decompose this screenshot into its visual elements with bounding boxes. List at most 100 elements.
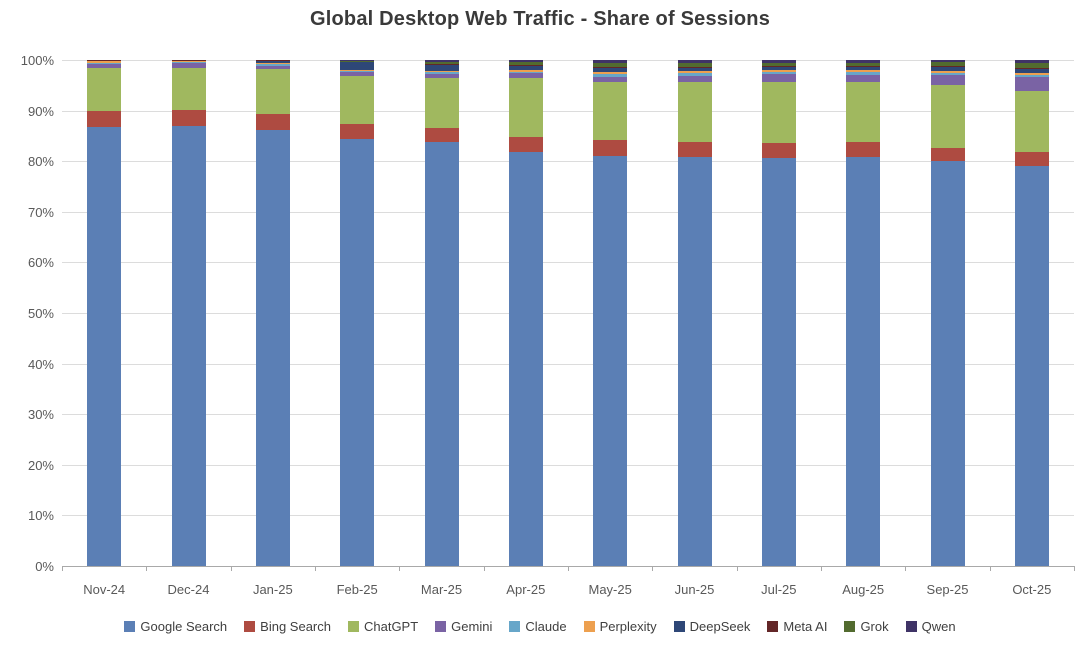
bar-segment-gemini-jun-25 bbox=[677, 75, 712, 82]
x-tick-label-sep-25: Sep-25 bbox=[926, 582, 969, 597]
bar-segment-chatgpt-feb-25 bbox=[340, 76, 375, 124]
gridline-40 bbox=[62, 363, 1074, 365]
bar-segment-google-search-may-25 bbox=[593, 155, 628, 566]
gridline-70 bbox=[62, 211, 1074, 213]
legend-swatch-gemini bbox=[435, 621, 447, 632]
bar-segment-perplexity-sep-25 bbox=[930, 71, 965, 73]
bar-segment-chatgpt-jan-25 bbox=[255, 69, 290, 114]
bar-segment-perplexity-jul-25 bbox=[761, 70, 796, 73]
legend-item-claude: Claude bbox=[509, 619, 567, 634]
x-axis-tick bbox=[652, 566, 654, 571]
legend-label-claude: Claude bbox=[525, 619, 567, 634]
x-axis-tick bbox=[483, 566, 485, 571]
x-tick-label-nov-24: Nov-24 bbox=[83, 582, 126, 597]
gridline-90 bbox=[62, 110, 1074, 112]
bar-segment-google-search-aug-25 bbox=[846, 156, 881, 566]
bar-segment-gemini-jan-25 bbox=[255, 65, 290, 70]
bar-segment-claude-dec-24 bbox=[171, 62, 206, 64]
bar-segment-qwen-jul-25 bbox=[761, 60, 796, 63]
gridline-100 bbox=[62, 60, 1074, 61]
gridline-50 bbox=[62, 313, 1074, 314]
y-tick-label-40: 40% bbox=[27, 356, 54, 372]
bar-segment-meta-ai-jul-25 bbox=[761, 66, 796, 68]
x-tick-label-jun-25: Jun-25 bbox=[674, 582, 715, 597]
bar-segment-meta-ai-feb-25 bbox=[340, 61, 375, 62]
bar-segment-chatgpt-aug-25 bbox=[846, 82, 881, 143]
bar-segment-deepseek-may-25 bbox=[593, 67, 628, 73]
bar-segment-qwen-oct-25 bbox=[1014, 60, 1049, 64]
bar-segment-grok-apr-25 bbox=[508, 61, 543, 65]
x-axis-tick bbox=[399, 566, 401, 571]
legend-swatch-deepseek bbox=[673, 621, 685, 632]
x-tick-label-mar-25: Mar-25 bbox=[420, 582, 463, 597]
x-axis-tick bbox=[736, 566, 738, 571]
x-tick-label-apr-25: Apr-25 bbox=[506, 582, 546, 597]
bar-segment-google-search-jan-25 bbox=[255, 129, 290, 566]
bar-segment-chatgpt-sep-25 bbox=[930, 85, 965, 148]
bar-segment-gemini-dec-24 bbox=[171, 63, 206, 68]
bar-segment-deepseek-mar-25 bbox=[424, 64, 459, 71]
bar-segment-gemini-feb-25 bbox=[340, 72, 375, 77]
bar-segment-grok-jun-25 bbox=[677, 63, 712, 67]
legend-label-chatgpt: ChatGPT bbox=[363, 619, 419, 634]
x-tick-label-may-25: May-25 bbox=[588, 582, 632, 597]
legend-swatch-perplexity bbox=[583, 621, 595, 632]
gridline-20 bbox=[62, 464, 1074, 466]
y-tick-label-30: 30% bbox=[27, 407, 54, 423]
legend-label-deepseek: DeepSeek bbox=[689, 619, 751, 634]
bar-segment-deepseek-jun-25 bbox=[677, 67, 712, 72]
bar-segment-meta-ai-aug-25 bbox=[846, 66, 881, 68]
bar-segment-claude-nov-24 bbox=[87, 62, 122, 64]
bar-segment-qwen-aug-25 bbox=[846, 60, 881, 63]
bar-segment-chatgpt-oct-25 bbox=[1014, 91, 1049, 152]
x-tick-label-jul-25: Jul-25 bbox=[761, 582, 797, 597]
x-tick-label-jan-25: Jan-25 bbox=[252, 582, 293, 597]
chart-title: Global Desktop Web Traffic - Share of Se… bbox=[309, 8, 771, 30]
y-tick-label-70: 70% bbox=[27, 204, 54, 220]
bar-segment-bing-search-aug-25 bbox=[846, 142, 881, 157]
legend-item-google-search: Google Search bbox=[124, 619, 227, 634]
x-axis-tick bbox=[905, 566, 907, 571]
bar-segment-bing-search-may-25 bbox=[593, 140, 628, 156]
bar-segment-claude-jun-25 bbox=[677, 73, 712, 76]
bar-segment-qwen-feb-25 bbox=[340, 60, 375, 61]
bar-segment-claude-jan-25 bbox=[255, 64, 290, 66]
legend-item-gemini: Gemini bbox=[435, 619, 492, 634]
bar-segment-chatgpt-apr-25 bbox=[508, 78, 543, 137]
bar-segment-claude-oct-25 bbox=[1014, 75, 1049, 78]
y-tick-label-80: 80% bbox=[27, 154, 54, 170]
gridline-60 bbox=[62, 262, 1074, 264]
legend: Google Search Bing Search ChatGPT Gemini Cla… bbox=[0, 619, 1080, 634]
legend-item-meta-ai: Meta AI bbox=[767, 619, 827, 634]
legend-label-qwen: Qwen bbox=[921, 619, 956, 634]
x-tick-label-oct-25: Oct-25 bbox=[1012, 582, 1052, 597]
bar-segment-bing-search-dec-24 bbox=[171, 109, 206, 126]
bar-segment-meta-ai-mar-25 bbox=[424, 64, 459, 65]
x-tick-label-aug-25: Aug-25 bbox=[842, 582, 885, 597]
x-axis-tick bbox=[315, 566, 316, 571]
bar-segment-perplexity-jan-25 bbox=[255, 63, 290, 65]
bar-segment-bing-search-oct-25 bbox=[1014, 151, 1049, 167]
bar-segment-perplexity-dec-24 bbox=[171, 60, 206, 63]
bar-segment-claude-may-25 bbox=[593, 74, 628, 77]
bar-segment-deepseek-aug-25 bbox=[846, 67, 881, 71]
x-axis-tick bbox=[568, 566, 569, 571]
bar-segment-chatgpt-jun-25 bbox=[677, 81, 712, 143]
bar-segment-qwen-mar-25 bbox=[424, 60, 459, 63]
legend-item-deepseek: DeepSeek bbox=[673, 619, 751, 634]
bar-segment-gemini-jul-25 bbox=[761, 74, 796, 82]
bar-segment-qwen-apr-25 bbox=[508, 60, 543, 62]
bar-segment-deepseek-jan-25 bbox=[255, 60, 290, 64]
bar-segment-claude-feb-25 bbox=[340, 70, 375, 73]
bar-segment-grok-jul-25 bbox=[761, 62, 796, 67]
bar-segment-google-search-dec-24 bbox=[171, 125, 206, 566]
bar-segment-meta-ai-may-25 bbox=[593, 67, 628, 68]
bar-segment-google-search-apr-25 bbox=[508, 151, 543, 566]
bar-segment-chatgpt-mar-25 bbox=[424, 77, 459, 128]
bar-segment-gemini-mar-25 bbox=[424, 73, 459, 78]
bar-segment-qwen-jun-25 bbox=[677, 60, 712, 64]
legend-swatch-chatgpt bbox=[347, 621, 359, 632]
legend-label-grok: Grok bbox=[860, 619, 889, 634]
bar-segment-google-search-jul-25 bbox=[761, 157, 796, 566]
bar-segment-deepseek-oct-25 bbox=[1014, 69, 1049, 74]
